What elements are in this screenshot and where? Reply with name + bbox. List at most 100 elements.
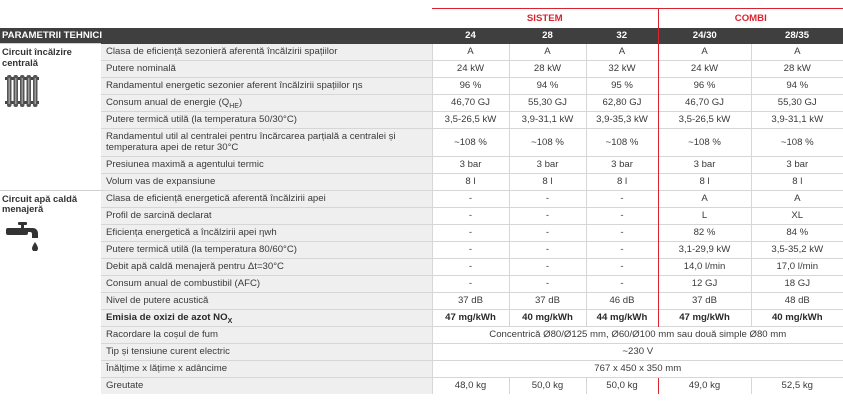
row-label: Greutate bbox=[101, 376, 433, 394]
cell-model-24-30: A bbox=[657, 189, 752, 207]
column-header-row: PARAMETRII TEHNICI 24 28 32 24/30 28/35 bbox=[0, 28, 843, 44]
cell-model-28: 50,0 kg bbox=[508, 376, 586, 394]
row-label: Clasa de eficiență sezonieră aferentă în… bbox=[101, 43, 433, 60]
cell-model-24-30: 46,70 GJ bbox=[657, 93, 752, 111]
row-label: Consum anual de energie (QHE) bbox=[101, 93, 433, 111]
table-row: Tip și tensiune curent electric ~230 V bbox=[0, 342, 843, 360]
cell-model-28-35: 18 GJ bbox=[750, 274, 843, 292]
cell-model-24-30: 96 % bbox=[657, 76, 752, 94]
col-header-28-35: 28/35 bbox=[751, 28, 843, 44]
row-label-text: Randamentul util al centralei pentru înc… bbox=[106, 131, 396, 153]
cell-model-24-30: 82 % bbox=[657, 223, 752, 241]
row-label-text: Tip și tensiune curent electric bbox=[106, 346, 230, 357]
table-row: Greutate 48,0 kg 50,0 kg 50,0 kg 49,0 kg 52,5… bbox=[0, 376, 843, 394]
cell-model-24-30: L bbox=[657, 206, 752, 224]
cell-model-24: 96 % bbox=[431, 76, 509, 94]
table-row: Putere termică utilă (la temperatura 80/… bbox=[0, 240, 843, 258]
table-row: Circuit încălzire centrală bbox=[0, 43, 843, 190]
cell-model-24-30: 49,0 kg bbox=[657, 376, 752, 394]
table-row: Randamentul util al centralei pentru înc… bbox=[0, 127, 843, 156]
cell-model-28-35: 28 kW bbox=[750, 59, 843, 77]
cell-model-32: 32 kW bbox=[585, 59, 659, 77]
cell-model-32: A bbox=[585, 43, 659, 60]
cell-model-24-30: 3,1-29,9 kW bbox=[657, 240, 752, 258]
section-heating: Circuit încălzire centrală bbox=[0, 43, 101, 190]
row-label: Clasa de eficiență energetică aferentă î… bbox=[101, 189, 433, 207]
row-label: Consum anual de combustibil (AFC) bbox=[101, 274, 433, 292]
row-label: Volum vas de expansiune bbox=[101, 172, 433, 190]
cell-model-24: - bbox=[431, 240, 509, 258]
cell-model-24-30: 3,5-26,5 kW bbox=[657, 110, 752, 128]
row-value-all-models: 767 x 450 x 350 mm bbox=[431, 359, 843, 377]
cell-model-28-35: 84 % bbox=[750, 223, 843, 241]
cell-model-24: 46,70 GJ bbox=[431, 93, 509, 111]
table-row: Presiunea maximă a agentului termic 3 bar… bbox=[0, 155, 843, 173]
cell-model-24-30: 12 GJ bbox=[657, 274, 752, 292]
row-label-text: Consum anual de energie (Q bbox=[106, 97, 230, 108]
table-title: PARAMETRII TEHNICI bbox=[0, 28, 432, 44]
cell-model-28: 28 kW bbox=[508, 59, 586, 77]
cell-model-32: 50,0 kg bbox=[585, 376, 659, 394]
row-label: Nivel de putere acustică bbox=[101, 291, 433, 309]
cell-model-24: - bbox=[431, 206, 509, 224]
row-label-suffix: ) bbox=[238, 97, 243, 108]
table-row: Racordare la coșul de fum Concentrică Ø80… bbox=[0, 325, 843, 343]
cell-model-32: 8 l bbox=[585, 172, 659, 190]
cell-model-28: 94 % bbox=[508, 76, 586, 94]
cell-model-24: - bbox=[431, 257, 509, 275]
row-label-text: Eficiența energetică a încălzirii apei η… bbox=[106, 227, 277, 238]
row-label: Putere termică utilă (la temperatura 80/… bbox=[101, 240, 433, 258]
cell-model-28-35: ~108 % bbox=[750, 127, 843, 156]
cell-model-28-35: A bbox=[750, 43, 843, 60]
cell-model-28: A bbox=[508, 43, 586, 60]
table-row: Eficiența energetică a încălzirii apei η… bbox=[0, 223, 843, 241]
cell-model-28-35: 94 % bbox=[750, 76, 843, 94]
table-row: Debit apă caldă menajeră pentru Δt=30°C -… bbox=[0, 257, 843, 275]
table-row: Circuit apă caldă menajeră Clasa de efic… bbox=[0, 189, 843, 394]
row-label-text: Putere termică utilă (la temperatura 80/… bbox=[106, 244, 297, 255]
cell-model-24: 3 bar bbox=[431, 155, 509, 173]
row-value-all-models: ~230 V bbox=[431, 342, 843, 360]
water-tap-icon bbox=[4, 221, 99, 254]
row-label: Randamentul energetic sezonier aferent î… bbox=[101, 76, 433, 94]
cell-model-28-35: 55,30 GJ bbox=[750, 93, 843, 111]
row-label-text: Emisia de oxizi de azot NO bbox=[106, 312, 228, 323]
cell-model-24: - bbox=[431, 189, 509, 207]
table-row: Consum anual de combustibil (AFC) - - -12 G… bbox=[0, 274, 843, 292]
cell-model-24: 3,5-26,5 kW bbox=[431, 110, 509, 128]
row-label-text: Profil de sarcină declarat bbox=[106, 210, 212, 221]
table-row: Putere nominală 24 kW 28 kW 32 kW 24 kW 28 kW bbox=[0, 59, 843, 77]
cell-model-24: 48,0 kg bbox=[431, 376, 509, 394]
row-label-text: Presiunea maximă a agentului termic bbox=[106, 159, 264, 170]
section-dhw: Circuit apă caldă menajeră bbox=[0, 189, 101, 394]
col-header-32: 32 bbox=[586, 28, 659, 44]
table-row: Înălțime x lățime x adâncime 767 x 450 x … bbox=[0, 359, 843, 377]
cell-model-28: - bbox=[508, 240, 586, 258]
cell-model-28: 3 bar bbox=[508, 155, 586, 173]
cell-model-32: 46 dB bbox=[585, 291, 659, 309]
cell-model-28-35: XL bbox=[750, 206, 843, 224]
row-label-text: Racordare la coșul de fum bbox=[106, 329, 218, 340]
cell-model-28-35: 8 l bbox=[750, 172, 843, 190]
col-header-28: 28 bbox=[509, 28, 586, 44]
table-row: Randamentul energetic sezonier aferent î… bbox=[0, 76, 843, 94]
cell-model-28: 37 dB bbox=[508, 291, 586, 309]
cell-model-28-35: 40 mg/kWh bbox=[750, 308, 843, 326]
row-label-text: Nivel de putere acustică bbox=[106, 295, 209, 306]
cell-model-28: - bbox=[508, 257, 586, 275]
row-label-text: Volum vas de expansiune bbox=[106, 176, 216, 187]
row-label: Emisia de oxizi de azot NOX bbox=[101, 308, 433, 326]
cell-model-32: - bbox=[585, 189, 659, 207]
cell-model-24: - bbox=[431, 223, 509, 241]
row-label-text: Clasa de eficiență energetică aferentă î… bbox=[106, 193, 326, 204]
cell-model-28: - bbox=[508, 274, 586, 292]
row-label-text: Greutate bbox=[106, 380, 144, 391]
col-header-24: 24 bbox=[432, 28, 509, 44]
row-label: Racordare la coșul de fum bbox=[101, 325, 433, 343]
cell-model-32: 62,80 GJ bbox=[585, 93, 659, 111]
row-label-subscript: X bbox=[227, 317, 233, 325]
cell-model-24: - bbox=[431, 274, 509, 292]
cell-model-24-30: 3 bar bbox=[657, 155, 752, 173]
cell-model-32: 3 bar bbox=[585, 155, 659, 173]
cell-model-32: - bbox=[585, 223, 659, 241]
